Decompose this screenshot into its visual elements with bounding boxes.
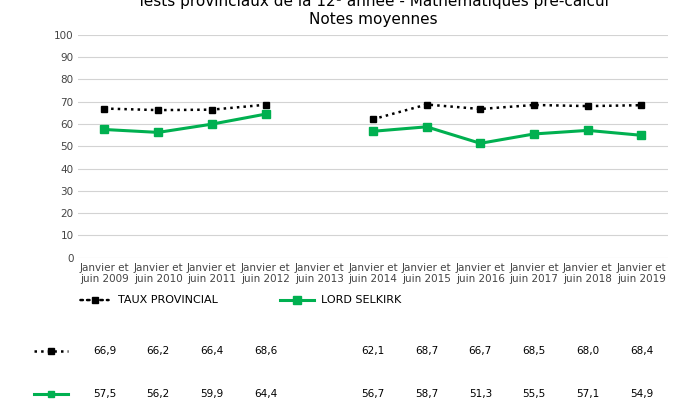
Text: 66,7: 66,7 xyxy=(468,346,492,357)
Title: Tests provinciaux de la 12ᵉ année - Mathématiques pré-calcul
Notes moyennes: Tests provinciaux de la 12ᵉ année - Math… xyxy=(137,0,609,27)
Text: 59,9: 59,9 xyxy=(200,389,223,399)
Text: 66,9: 66,9 xyxy=(93,346,116,357)
Text: 62,1: 62,1 xyxy=(361,346,385,357)
Text: 66,4: 66,4 xyxy=(200,346,223,357)
Text: 66,2: 66,2 xyxy=(146,346,170,357)
Text: 58,7: 58,7 xyxy=(415,389,438,399)
Text: 68,0: 68,0 xyxy=(576,346,599,357)
Text: TAUX PROVINCIAL: TAUX PROVINCIAL xyxy=(118,295,218,305)
Text: 57,1: 57,1 xyxy=(576,389,599,399)
Text: 64,4: 64,4 xyxy=(254,389,277,399)
Text: 56,2: 56,2 xyxy=(146,389,170,399)
Text: 68,5: 68,5 xyxy=(522,346,545,357)
Text: 51,3: 51,3 xyxy=(468,389,492,399)
Text: 68,4: 68,4 xyxy=(630,346,653,357)
Text: 54,9: 54,9 xyxy=(630,389,653,399)
Text: 68,7: 68,7 xyxy=(415,346,438,357)
Text: 68,6: 68,6 xyxy=(254,346,277,357)
Text: 55,5: 55,5 xyxy=(522,389,545,399)
Text: 57,5: 57,5 xyxy=(93,389,116,399)
Text: 56,7: 56,7 xyxy=(361,389,385,399)
Text: LORD SELKIRK: LORD SELKIRK xyxy=(321,295,401,305)
